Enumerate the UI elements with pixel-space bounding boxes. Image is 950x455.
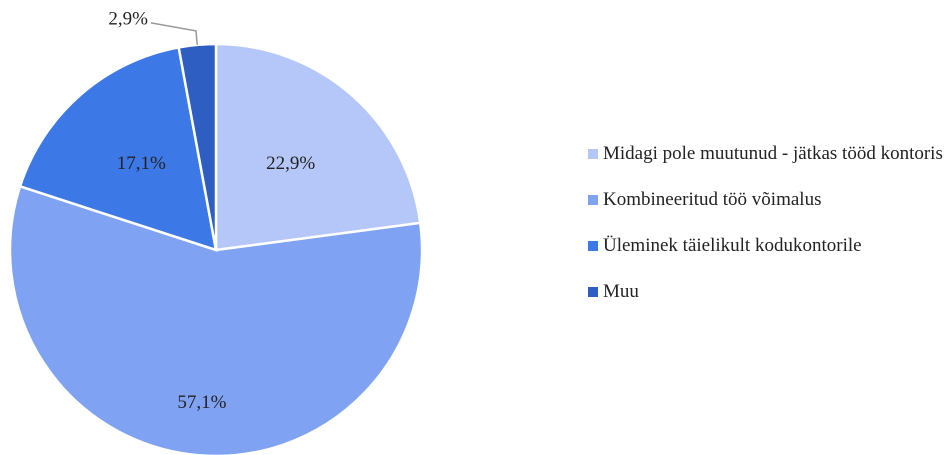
pie-slice — [214, 42, 422, 252]
legend-swatch — [588, 195, 598, 205]
data-label: 22,9% — [266, 153, 315, 174]
legend-label: Kombineeritud töö võimalus — [603, 189, 822, 210]
legend-swatch — [588, 287, 598, 297]
legend-entry: Üleminek täielikult kodukontorile — [588, 230, 950, 262]
legend-entry: Midagi pole muutunud - jätkas tööd konto… — [588, 138, 950, 170]
data-label: 17,1% — [117, 153, 166, 174]
legend-label: Üleminek täielikult kodukontorile — [603, 235, 862, 256]
data-label: 57,1% — [177, 392, 226, 413]
pie-slice — [177, 42, 218, 251]
leader-line — [150, 22, 199, 45]
legend-entry: Kombineeritud töö võimalus — [588, 184, 950, 216]
legend-label: Midagi pole muutunud - jätkas tööd konto… — [603, 143, 943, 164]
legend-swatch — [588, 241, 598, 251]
data-label: 2,9% — [108, 8, 148, 29]
pie-slice — [8, 184, 424, 455]
legend-swatch — [588, 149, 598, 159]
legend-entry: Muu — [588, 276, 950, 308]
pie-slice — [18, 45, 218, 252]
legend: Midagi pole muutunud - jätkas tööd konto… — [588, 138, 950, 308]
legend-label: Muu — [603, 281, 639, 302]
